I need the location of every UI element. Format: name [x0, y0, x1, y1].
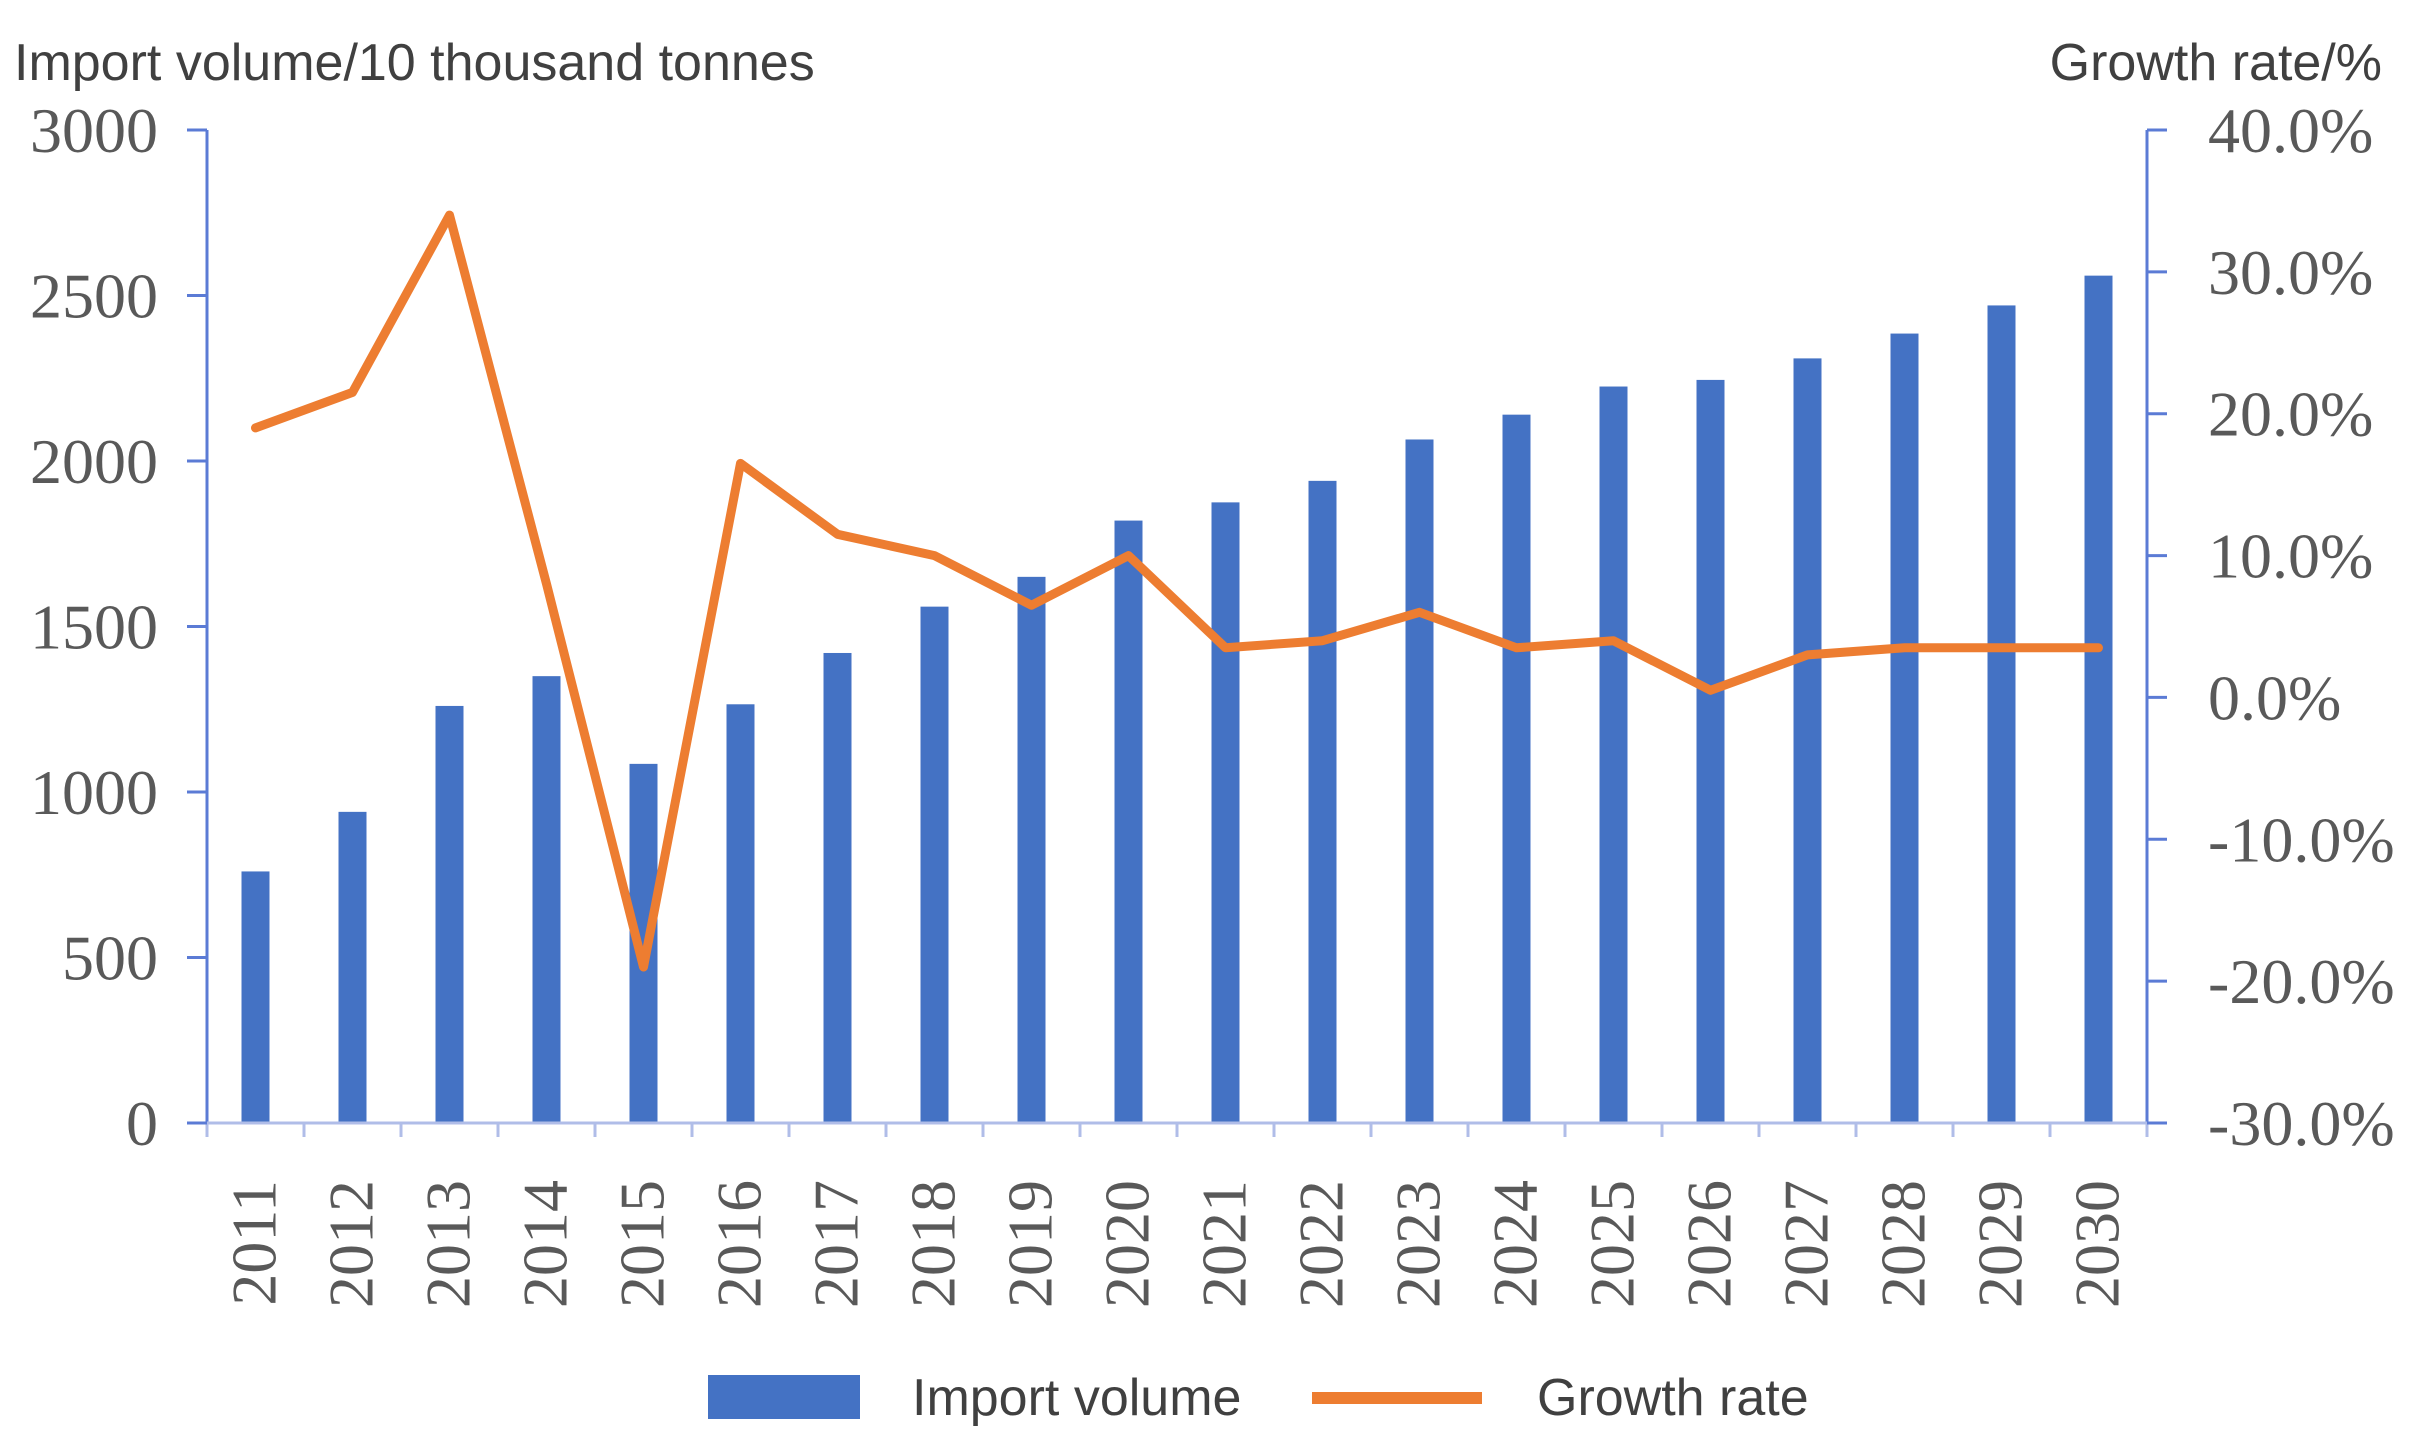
growth-point-2025	[1611, 638, 1616, 643]
growth-point-2013	[447, 213, 452, 218]
growth-point-2019	[1029, 603, 1034, 608]
line-series	[251, 210, 2103, 972]
bar-2018	[920, 606, 949, 1123]
y2-tick-label: 20.0%	[2208, 379, 2373, 450]
y-tick-label: 2000	[30, 426, 158, 497]
x-tick-label: 2011	[219, 1180, 290, 1306]
growth-point-2023	[1417, 610, 1422, 615]
x-tick-label: 2014	[510, 1180, 581, 1308]
y2-tick-label: -30.0%	[2208, 1088, 2395, 1159]
legend-swatch-import-volume	[708, 1375, 860, 1419]
axes	[205, 130, 2149, 1137]
legend: Import volume Growth rate	[708, 1369, 1809, 1427]
y2-tick-label: 40.0%	[2208, 95, 2373, 166]
y2-tick-label: 30.0%	[2208, 237, 2373, 308]
y-tick-label: 1500	[30, 592, 158, 663]
y-axis-title: Import volume/10 thousand tonnes	[14, 34, 815, 92]
y-tick-label: 2500	[30, 261, 158, 332]
x-axis-labels: 2011 2012 2013 2014 2015 2016 2017 2018 2019 2020…	[219, 1180, 2133, 1308]
y-tick-label: 3000	[30, 95, 158, 166]
x-tick-label: 2024	[1480, 1180, 1551, 1308]
y2-tick-label: 0.0%	[2208, 662, 2341, 733]
x-tick-label: 2029	[1965, 1180, 2036, 1308]
growth-point-2024	[1514, 645, 1519, 650]
growth-point-2015	[641, 964, 646, 969]
x-tick-label: 2026	[1674, 1180, 1745, 1308]
growth-rate-line	[251, 210, 2103, 972]
bar-2011	[241, 871, 270, 1123]
bar-2021	[1211, 502, 1240, 1123]
bar-2027	[1793, 358, 1822, 1123]
bar-2017	[823, 652, 852, 1123]
growth-point-2017	[835, 532, 840, 537]
x-tick-label: 2015	[607, 1180, 678, 1308]
bar-2014	[532, 676, 561, 1123]
bar-2020	[1114, 520, 1143, 1123]
x-tick-label: 2020	[1092, 1180, 1163, 1308]
bar-2023	[1405, 439, 1434, 1123]
y2-tick-label: -20.0%	[2208, 946, 2395, 1017]
growth-point-2026	[1708, 688, 1713, 693]
legend-label-growth-rate: Growth rate	[1537, 1369, 1809, 1427]
y2-tick-label: 10.0%	[2208, 521, 2373, 592]
bar-2022	[1308, 480, 1337, 1123]
growth-point-2021	[1223, 645, 1228, 650]
bar-2024	[1502, 414, 1531, 1123]
x-tick-label: 2028	[1868, 1180, 1939, 1308]
legend-label-import-volume: Import volume	[912, 1369, 1241, 1427]
growth-point-2020	[1126, 553, 1131, 558]
x-tick-label: 2023	[1383, 1180, 1454, 1308]
x-tick-label: 2017	[801, 1180, 872, 1308]
y-axis-ticks: 0 500 1000 1500 2000 2500 3000	[30, 95, 207, 1159]
growth-point-2022	[1320, 638, 1325, 643]
growth-point-2028	[1902, 645, 1907, 650]
bar-2016	[726, 704, 755, 1123]
bar-2026	[1696, 379, 1725, 1123]
bar-series	[241, 275, 2113, 1123]
bar-2013	[435, 705, 464, 1123]
x-tick-label: 2018	[898, 1180, 969, 1308]
y2-axis-title: Growth rate/%	[2050, 34, 2382, 92]
x-tick-label: 2027	[1771, 1180, 1842, 1308]
bar-2028	[1890, 333, 1919, 1123]
x-tick-label: 2019	[995, 1180, 1066, 1308]
bar-2025	[1599, 386, 1628, 1123]
x-tick-label: 2021	[1189, 1180, 1260, 1308]
x-tick-label: 2025	[1577, 1180, 1648, 1308]
growth-point-2014	[544, 581, 549, 586]
x-tick-label: 2012	[316, 1180, 387, 1308]
growth-point-2030	[2096, 645, 2101, 650]
y-tick-label: 0	[126, 1088, 158, 1159]
x-tick-label: 2030	[2062, 1180, 2133, 1308]
bar-2030	[2084, 275, 2113, 1123]
growth-point-2011	[253, 425, 258, 430]
x-tick-label: 2022	[1286, 1180, 1357, 1308]
y-tick-label: 500	[62, 923, 158, 994]
growth-point-2029	[1999, 645, 2004, 650]
growth-point-2012	[350, 390, 355, 395]
growth-point-2018	[932, 553, 937, 558]
growth-point-2027	[1805, 652, 1810, 657]
y-tick-label: 1000	[30, 757, 158, 828]
growth-point-2016	[738, 461, 743, 466]
y2-axis-ticks: -30.0% -20.0% -10.0% 0.0% 10.0% 20.0% 30.0% 40.…	[2147, 95, 2395, 1159]
bar-2012	[338, 811, 367, 1123]
bar-2029	[1987, 305, 2016, 1123]
y2-tick-label: -10.0%	[2208, 804, 2395, 875]
x-tick-label: 2013	[413, 1180, 484, 1308]
bar-2019	[1017, 576, 1046, 1123]
x-tick-label: 2016	[704, 1180, 775, 1308]
